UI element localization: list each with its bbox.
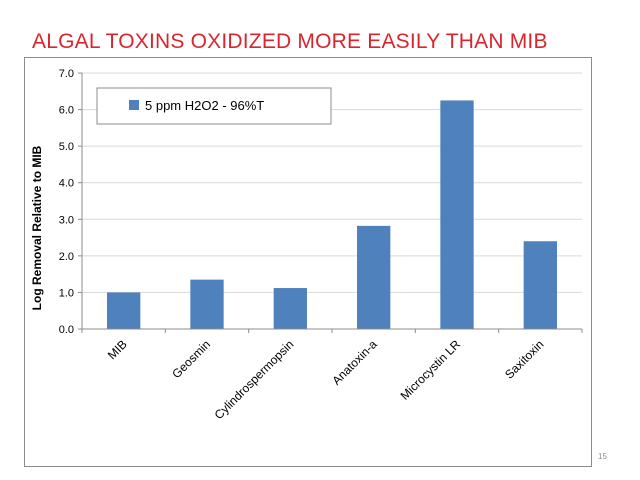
bar-microcystin-lr — [440, 100, 474, 329]
bar-anatoxin-a — [357, 225, 391, 329]
y-tick-label: 0.0 — [59, 324, 74, 336]
bars — [107, 100, 557, 329]
y-tick-label: 7.0 — [59, 68, 74, 80]
bar-mib — [107, 292, 141, 329]
slide-title: ALGAL TOXINS OXIDIZED MORE EASILY THAN M… — [32, 30, 548, 53]
y-tick-label: 5.0 — [59, 141, 74, 153]
legend-label: 5 ppm H2O2 - 96%T — [145, 98, 264, 113]
chart-frame: 0.0 1.0 2.0 3.0 4.0 5.0 6.0 7.0 MIB Geosmin Cylin… — [24, 57, 592, 467]
legend: 5 ppm H2O2 - 96%T — [96, 87, 332, 125]
x-tick-label: Cylindrospermopsin — [212, 337, 297, 422]
x-tick-label: MIB — [105, 337, 130, 362]
bar-cylindrospermopsin — [273, 288, 307, 329]
x-tick-label: Anatoxin-a — [329, 337, 380, 388]
page-number: 15 — [598, 452, 607, 461]
y-tick-labels: 0.0 1.0 2.0 3.0 4.0 5.0 6.0 7.0 — [59, 68, 82, 336]
y-tick-label: 4.0 — [59, 178, 74, 190]
bar-geosmin — [190, 279, 224, 329]
y-tick-label: 6.0 — [59, 105, 74, 117]
legend-swatch — [129, 100, 139, 110]
y-tick-label: 1.0 — [59, 287, 74, 299]
bar-chart: 0.0 1.0 2.0 3.0 4.0 5.0 6.0 7.0 MIB GeosminCylin… — [30, 68, 583, 422]
y-tick-label: 3.0 — [59, 214, 74, 226]
y-tick-label: 2.0 — [59, 251, 74, 263]
y-axis-label: Log Removal Relative to MIB — [30, 145, 44, 310]
x-tick-label: Microcystin LR — [398, 337, 464, 403]
x-tick-label: Saxitoxin — [502, 337, 546, 381]
bar-saxitoxin — [523, 241, 557, 329]
axes — [81, 73, 583, 333]
x-tick-label: Geosmin — [169, 337, 213, 381]
